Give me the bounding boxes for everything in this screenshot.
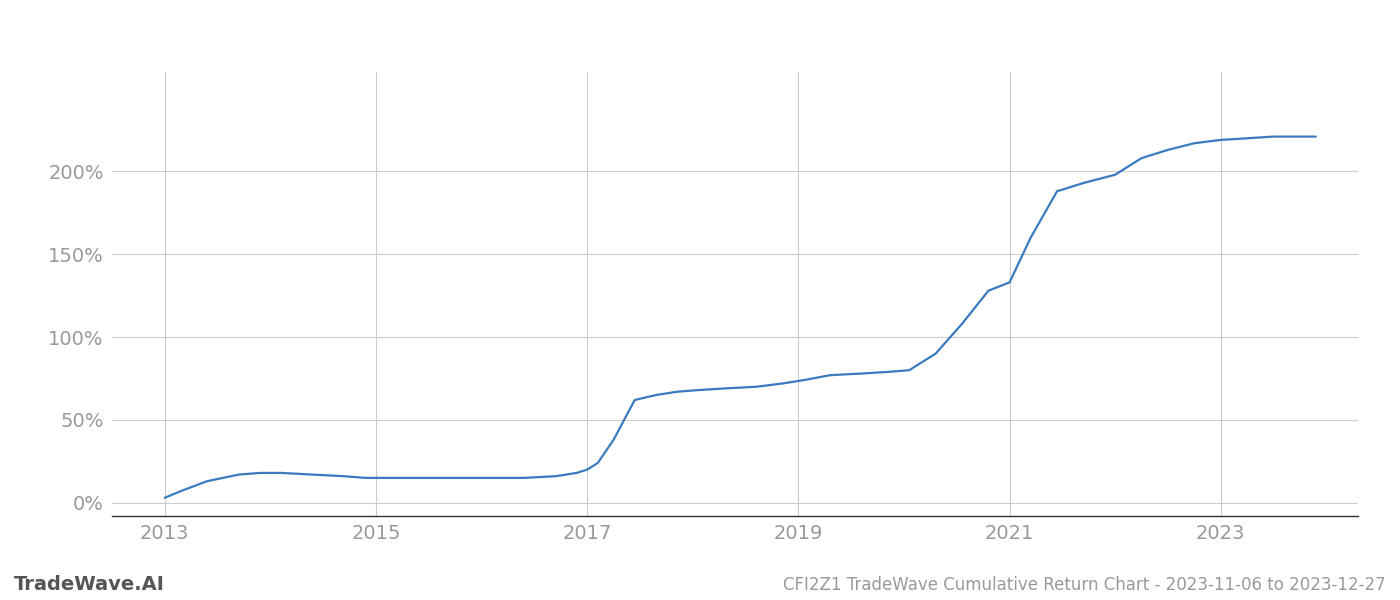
Text: CFI2Z1 TradeWave Cumulative Return Chart - 2023-11-06 to 2023-12-27: CFI2Z1 TradeWave Cumulative Return Chart…	[784, 576, 1386, 594]
Text: TradeWave.AI: TradeWave.AI	[14, 575, 165, 594]
